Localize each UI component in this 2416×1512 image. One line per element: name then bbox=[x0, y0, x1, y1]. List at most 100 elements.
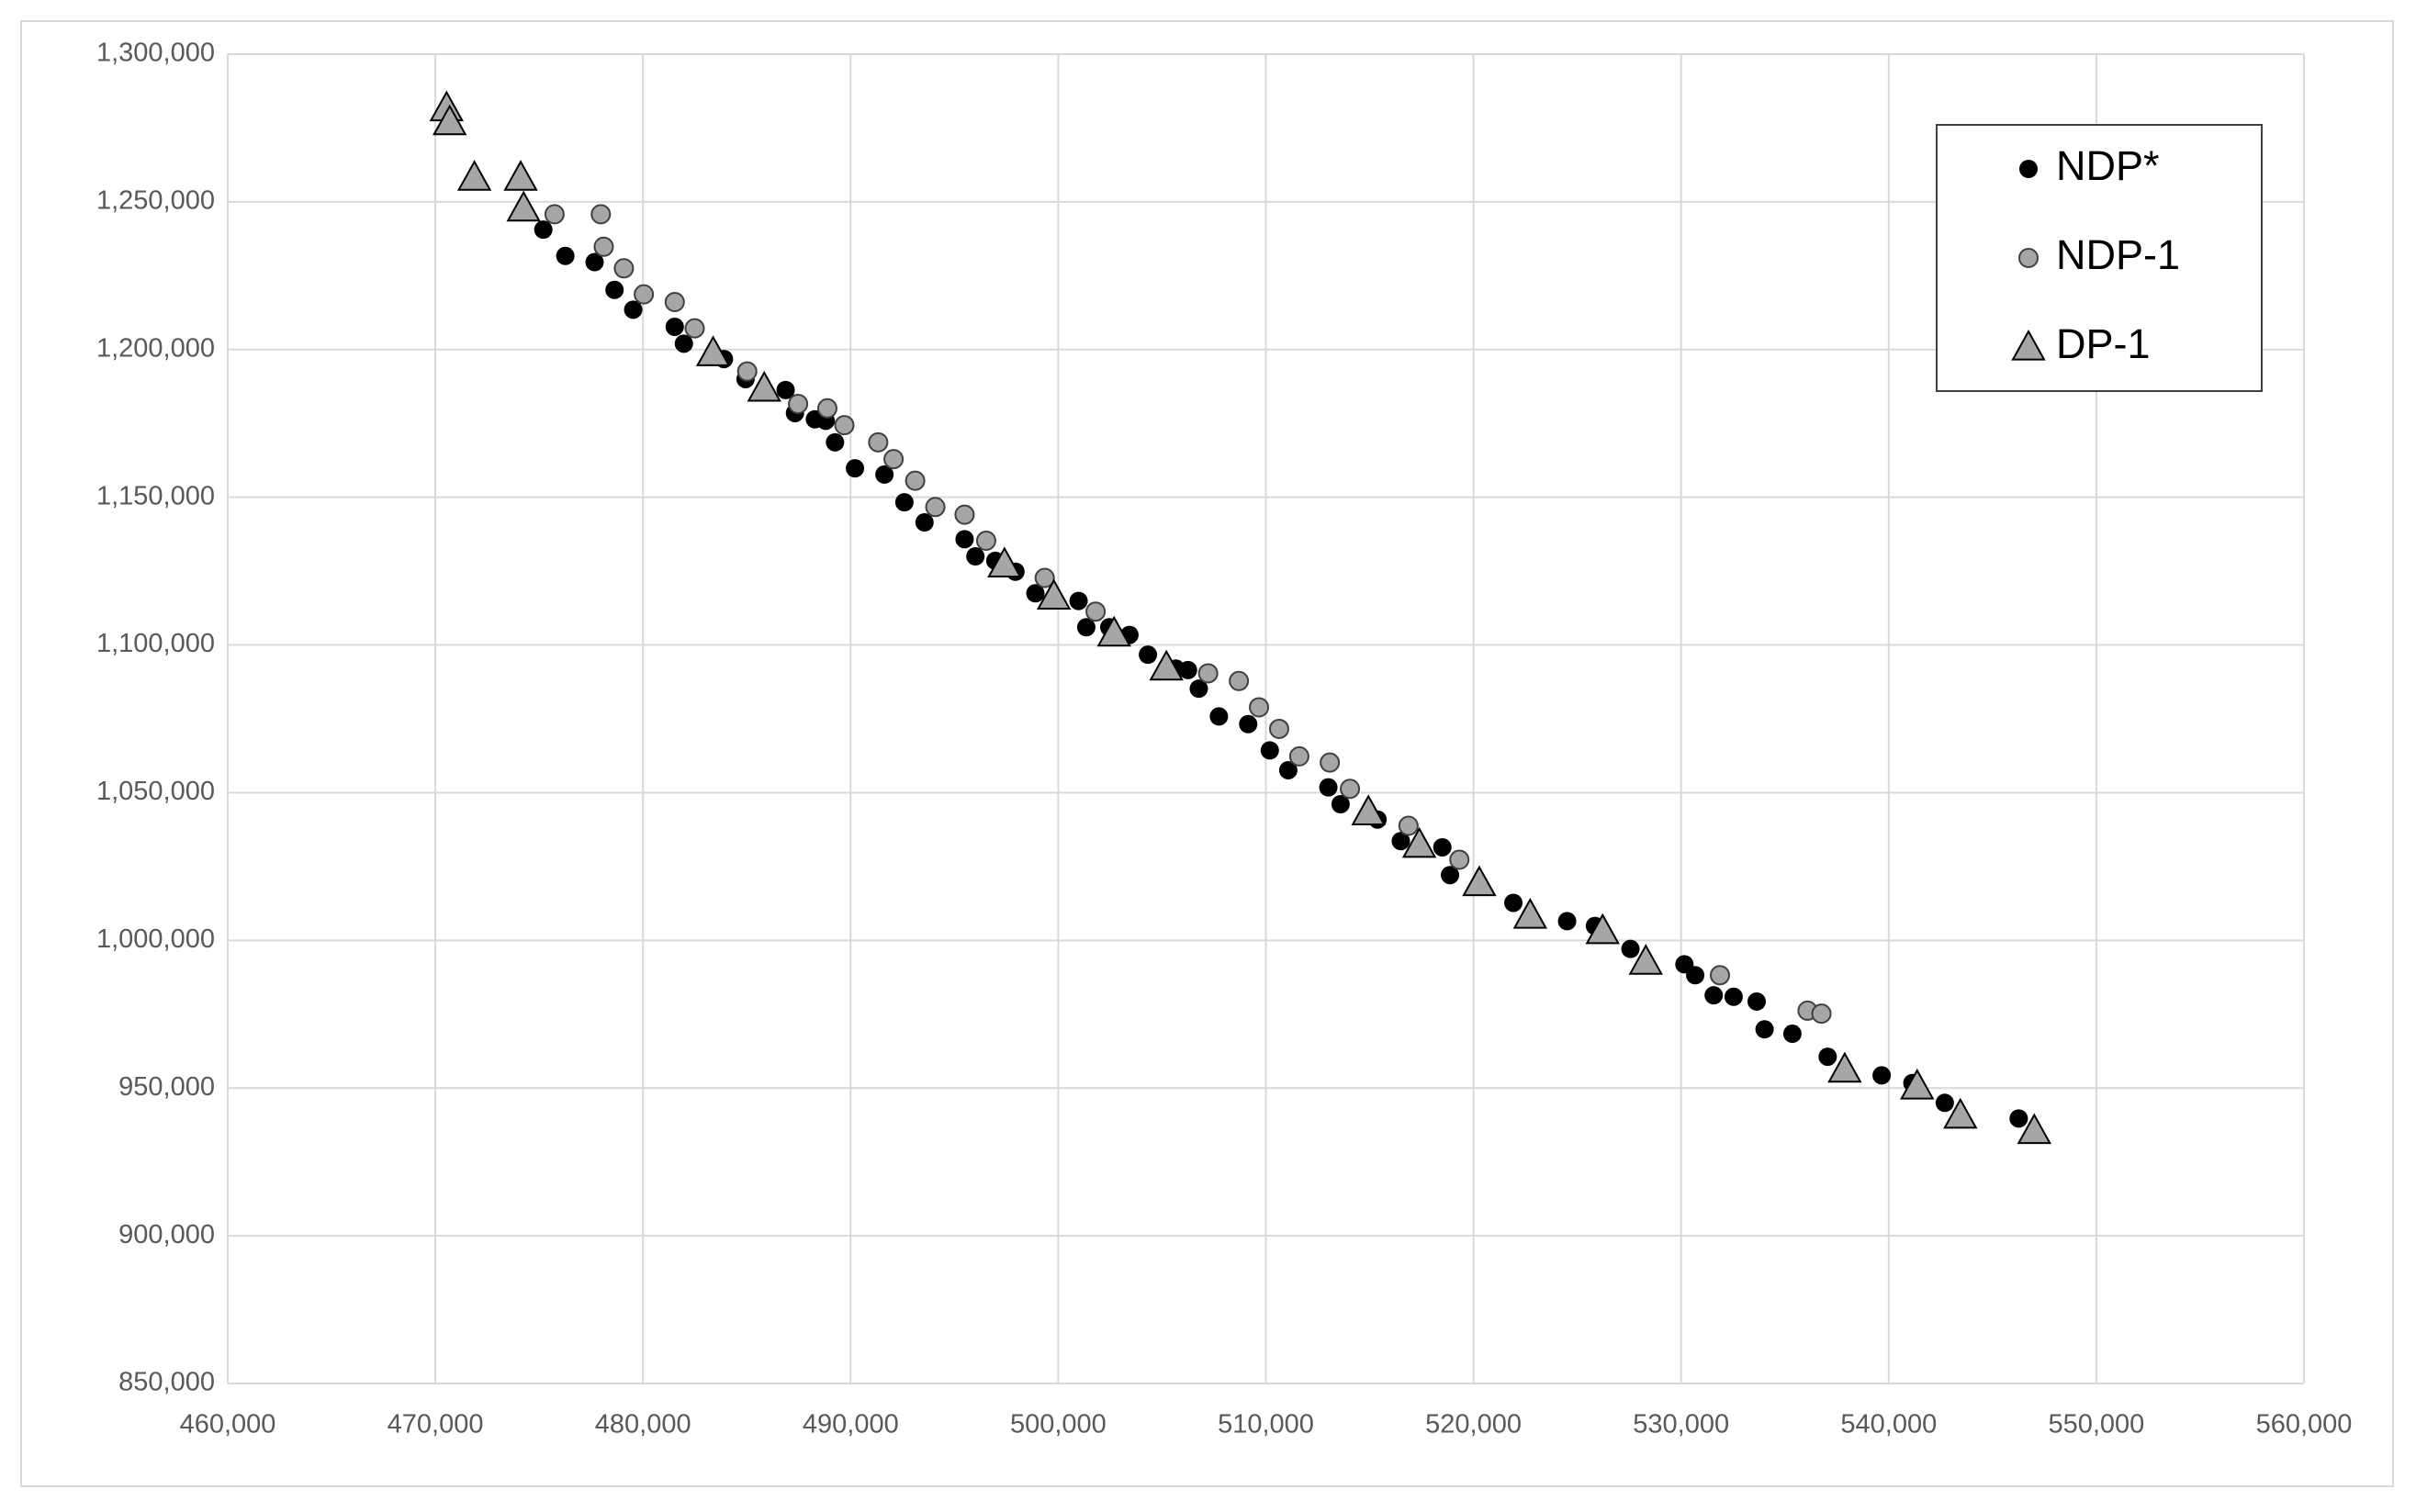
x-tick-label: 470,000 bbox=[388, 1410, 484, 1439]
circle-marker bbox=[1391, 832, 1410, 851]
circle-marker bbox=[1782, 1025, 1802, 1044]
triangle-marker bbox=[1401, 826, 1437, 858]
circle-marker bbox=[1724, 987, 1743, 1006]
circle-marker bbox=[593, 236, 614, 257]
y-tick-label: 1,150,000 bbox=[96, 481, 215, 510]
circle-marker bbox=[2018, 248, 2039, 268]
circle-marker bbox=[1872, 1066, 1892, 1085]
circle-marker bbox=[776, 380, 795, 399]
circle-marker bbox=[1034, 567, 1055, 588]
circle-marker bbox=[1818, 1047, 1837, 1067]
triangle-marker bbox=[1512, 897, 1548, 929]
legend-box bbox=[1936, 124, 2263, 392]
circle-marker bbox=[954, 504, 975, 525]
circle-marker bbox=[556, 246, 575, 265]
circle-marker bbox=[826, 432, 845, 452]
circle-marker bbox=[905, 470, 926, 491]
circle-marker bbox=[1249, 697, 1270, 718]
triangle-marker bbox=[2017, 1113, 2051, 1145]
triangle-marker bbox=[1036, 578, 1072, 610]
circle-marker bbox=[1621, 939, 1640, 958]
circle-marker bbox=[788, 393, 809, 414]
circle-marker bbox=[1340, 778, 1361, 800]
circle-marker bbox=[915, 513, 934, 532]
circle-marker bbox=[585, 252, 604, 272]
x-tick-label: 540,000 bbox=[1840, 1410, 1937, 1439]
y-tick-label: 1,300,000 bbox=[96, 39, 215, 68]
circle-marker bbox=[613, 258, 635, 279]
circle-marker bbox=[1085, 601, 1107, 622]
x-tick-label: 490,000 bbox=[803, 1410, 899, 1439]
legend-label: DP-1 bbox=[2056, 320, 2151, 367]
circle-marker bbox=[1026, 584, 1045, 603]
x-tick-label: 510,000 bbox=[1218, 1410, 1314, 1439]
triangle-marker bbox=[1585, 913, 1620, 945]
x-tick-label: 520,000 bbox=[1425, 1410, 1522, 1439]
triangle-marker bbox=[1943, 1097, 1978, 1129]
circle-marker bbox=[1278, 760, 1298, 779]
triangle-marker bbox=[433, 104, 467, 136]
circle-marker bbox=[674, 334, 693, 353]
points bbox=[429, 90, 2051, 1145]
circle-marker bbox=[1449, 849, 1470, 870]
triangle-marker bbox=[1628, 944, 1663, 975]
y-tick-label: 1,050,000 bbox=[96, 777, 215, 806]
circle-marker bbox=[544, 204, 565, 225]
circle-marker bbox=[665, 318, 684, 337]
circle-marker bbox=[1260, 741, 1279, 760]
circle-marker bbox=[894, 493, 914, 512]
circle-marker bbox=[2009, 1109, 2028, 1128]
y-tick-label: 950,000 bbox=[118, 1072, 215, 1102]
circle-marker bbox=[1557, 912, 1577, 931]
circle-marker bbox=[590, 204, 612, 225]
triangle-marker bbox=[1351, 794, 1386, 825]
triangle-marker bbox=[1096, 615, 1131, 647]
legend-label: NDP-1 bbox=[2056, 231, 2180, 278]
triangle-marker bbox=[506, 190, 541, 222]
circle-marker bbox=[1433, 837, 1452, 857]
circle-marker bbox=[684, 318, 705, 339]
y-tick-label: 1,250,000 bbox=[96, 186, 215, 216]
circle-marker bbox=[1319, 778, 1338, 797]
circle-marker bbox=[1331, 794, 1350, 813]
circle-marker bbox=[1069, 591, 1088, 610]
triangle-marker bbox=[1462, 865, 1497, 897]
y-tick-label: 900,000 bbox=[118, 1220, 215, 1249]
y-tick-label: 850,000 bbox=[118, 1368, 215, 1397]
triangle-marker bbox=[1827, 1051, 1862, 1083]
circle-marker bbox=[1686, 966, 1705, 985]
circle-marker bbox=[875, 465, 894, 484]
circle-marker bbox=[1239, 714, 1258, 734]
circle-marker bbox=[846, 459, 865, 478]
circle-marker bbox=[1935, 1093, 1954, 1113]
triangle-marker bbox=[456, 160, 492, 191]
x-tick-label: 500,000 bbox=[1010, 1410, 1107, 1439]
circle-marker bbox=[736, 361, 758, 382]
circle-marker bbox=[605, 280, 624, 299]
circle-marker bbox=[1398, 815, 1419, 836]
triangle-marker bbox=[747, 370, 781, 402]
circle-marker bbox=[1504, 893, 1523, 913]
circle-marker bbox=[1811, 1003, 1832, 1025]
circle-marker bbox=[1197, 663, 1219, 684]
circle-marker bbox=[1441, 866, 1460, 885]
circle-marker bbox=[1209, 707, 1229, 726]
circle-marker bbox=[925, 497, 946, 518]
circle-marker bbox=[1076, 618, 1096, 637]
circle-marker bbox=[1178, 660, 1197, 679]
circle-marker bbox=[2019, 160, 2038, 178]
circle-marker bbox=[634, 284, 655, 305]
circle-marker bbox=[975, 530, 996, 551]
triangle-marker bbox=[503, 160, 538, 191]
x-tick-label: 530,000 bbox=[1633, 1410, 1729, 1439]
axes: 460,000 470,000 480,000 490,000 500,000 510,0… bbox=[96, 39, 2352, 1439]
circle-marker bbox=[1755, 1020, 1774, 1039]
x-tick-label: 480,000 bbox=[595, 1410, 691, 1439]
x-tick-label: 550,000 bbox=[2048, 1410, 2144, 1439]
circle-marker bbox=[1747, 991, 1767, 1011]
circle-marker bbox=[1709, 965, 1730, 986]
triangle-marker bbox=[1149, 649, 1184, 681]
circle-marker bbox=[883, 449, 905, 470]
circle-marker bbox=[1189, 679, 1208, 699]
